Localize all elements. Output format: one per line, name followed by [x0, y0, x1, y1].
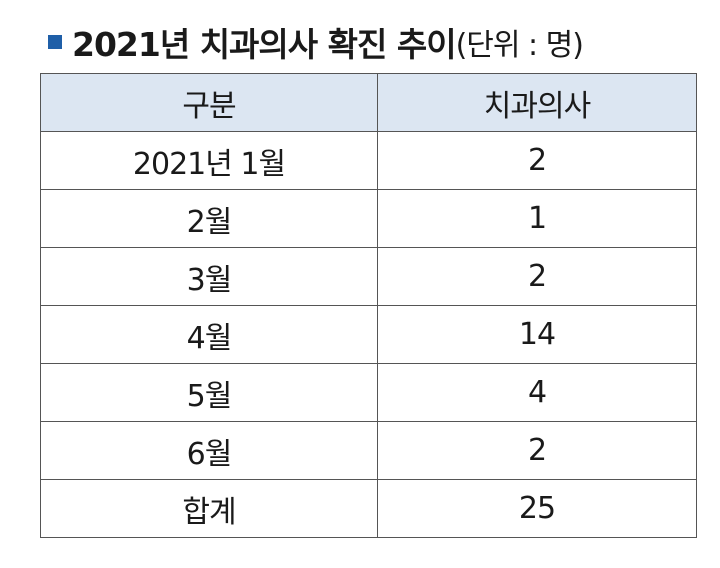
- header-row: 구분 치과의사: [40, 73, 697, 132]
- table-row: 4월 14: [40, 305, 697, 364]
- count-cell: 4: [377, 363, 697, 422]
- row-label: 2월: [40, 189, 378, 248]
- count-cell: 1: [377, 189, 697, 248]
- table-body: 2021년 1월 2 2월 1 3월 2 4월 14 5월 4 6월 2 합계 25: [40, 131, 697, 538]
- header-cell: 치과의사: [377, 73, 697, 132]
- row-label: 3월: [40, 247, 378, 306]
- title-bullet: [48, 35, 62, 49]
- table-row: 합계 25: [40, 479, 697, 538]
- count-cell: 25: [377, 479, 697, 538]
- row-label: 2021년 1월: [40, 131, 378, 190]
- title-unit: (단위 : 명): [455, 28, 584, 63]
- table-row: 2021년 1월 2: [40, 131, 697, 190]
- count-cell: 2: [377, 247, 697, 306]
- table-row: 5월 4: [40, 363, 697, 422]
- data-table: 구분 치과의사 2021년 1월 2 2월 1 3월 2 4월 14 5월 4 6월 2 합계 25: [40, 73, 697, 538]
- count-cell: 14: [377, 305, 697, 364]
- count-cell: 2: [377, 131, 697, 190]
- title: 2021년 치과의사 확진 추이 (단위 : 명): [48, 20, 584, 64]
- header-cell: 구분: [40, 73, 378, 132]
- table-row: 6월 2: [40, 421, 697, 480]
- row-label: 4월: [40, 305, 378, 364]
- count-cell: 2: [377, 421, 697, 480]
- title-text: 2021년 치과의사 확진 추이: [72, 25, 457, 64]
- table-row: 3월 2: [40, 247, 697, 306]
- table-row: 2월 1: [40, 189, 697, 248]
- row-label: 6월: [40, 421, 378, 480]
- row-label: 합계: [40, 479, 378, 538]
- row-label: 5월: [40, 363, 378, 422]
